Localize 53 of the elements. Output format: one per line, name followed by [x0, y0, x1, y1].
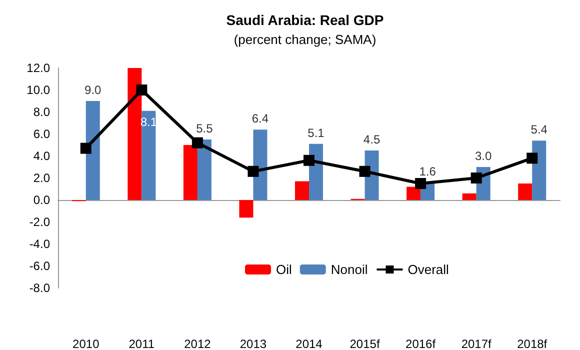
point — [304, 154, 314, 166]
x-tick-label: 2013 — [240, 337, 267, 350]
data-label: 5.1 — [308, 126, 325, 140]
bar — [239, 200, 254, 218]
y-tick-label: -2.0 — [29, 215, 50, 229]
legend-label: Nonoil — [330, 262, 368, 277]
bar — [128, 68, 142, 200]
point — [192, 137, 203, 148]
bar — [197, 140, 212, 200]
x-tick-label: 2011 — [128, 337, 155, 350]
y-tick-label: 8.0 — [33, 105, 50, 119]
point — [136, 84, 148, 96]
x-tick-label: 2018f — [517, 337, 548, 350]
y-tick-label: 2.0 — [33, 171, 50, 185]
legend-label: Overall — [408, 262, 450, 277]
x-tick-label: 2017f — [461, 337, 492, 350]
data-label: 5.4 — [530, 122, 548, 137]
point — [470, 172, 482, 184]
legend-label: Oil — [276, 262, 292, 277]
bar — [532, 140, 546, 200]
bar — [462, 193, 476, 200]
point — [526, 152, 538, 164]
y-tick-label: -6.0 — [29, 259, 50, 273]
y-tick-label: 6.0 — [33, 127, 50, 141]
x-tick-label: 2015f — [350, 337, 380, 350]
bar — [518, 184, 532, 200]
x-tick-label: 2016f — [406, 337, 436, 350]
point — [80, 142, 92, 154]
bar — [406, 186, 421, 200]
bar — [253, 130, 268, 200]
chart-subtitle: (percent change; SAMA) — [234, 32, 376, 47]
data-label: 5.5 — [196, 122, 214, 136]
x-tick-label: 2010 — [72, 337, 100, 350]
point — [359, 166, 370, 177]
x-tick-label: 2014 — [296, 337, 323, 350]
bar — [183, 145, 198, 200]
data-label: 4.5 — [363, 132, 380, 146]
y-tick-label: 0.0 — [33, 193, 50, 207]
bar — [295, 181, 309, 200]
data-label: 1.6 — [419, 164, 436, 178]
y-tick-label: -8.0 — [29, 281, 50, 295]
y-tick-label: 12.0 — [26, 61, 50, 75]
y-tick-label: -4.0 — [29, 237, 50, 251]
data-label: 9.0 — [84, 83, 102, 97]
data-label: 6.4 — [252, 112, 269, 126]
data-label: 3.0 — [474, 149, 492, 163]
bar — [86, 101, 100, 200]
y-tick-label: 4.0 — [33, 149, 50, 163]
chart-title: Saudi Arabia: Real GDP — [226, 12, 384, 28]
point — [248, 166, 259, 177]
y-tick-label: 10.0 — [26, 83, 50, 97]
x-tick-label: 2012 — [184, 337, 212, 350]
point — [415, 178, 426, 189]
